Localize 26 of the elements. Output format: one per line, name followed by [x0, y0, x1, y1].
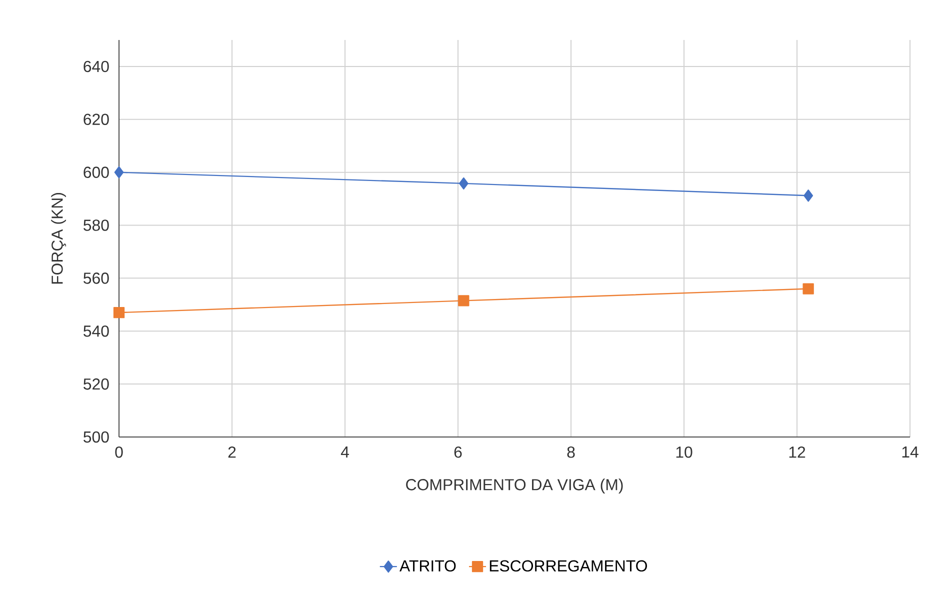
point	[114, 166, 124, 178]
point	[458, 177, 468, 190]
point	[458, 295, 470, 306]
y-tick-label: 540	[84, 325, 109, 337]
x-axis-title: COMPRIMENTO DA VIGA (M)	[406, 478, 623, 494]
x-tick-label: 2	[228, 446, 236, 458]
y-tick-label: 500	[84, 431, 109, 443]
y-tick-label: 600	[84, 166, 109, 178]
y-tick-label: 560	[84, 272, 109, 284]
x-tick-label: 4	[340, 446, 349, 458]
point	[113, 307, 125, 318]
x-tick-label: 6	[454, 446, 462, 458]
y-tick-label: 520	[84, 378, 109, 390]
x-tick-label: 0	[115, 446, 123, 458]
point	[802, 283, 814, 294]
x-tick-label: 10	[676, 446, 692, 458]
x-tick-label: 14	[902, 446, 918, 458]
y-tick-label: 640	[84, 60, 109, 72]
legend-label: ATRITO	[400, 560, 456, 572]
x-tick-label: 12	[789, 446, 806, 458]
y-tick-label: 620	[84, 114, 109, 126]
y-tick-label: 580	[84, 220, 109, 231]
x-tick-label: 8	[567, 446, 575, 458]
point	[804, 190, 814, 202]
y-axis-title: FORÇA (KN)	[51, 193, 66, 284]
legend-label: ESCORREGAMENTO	[490, 560, 647, 572]
